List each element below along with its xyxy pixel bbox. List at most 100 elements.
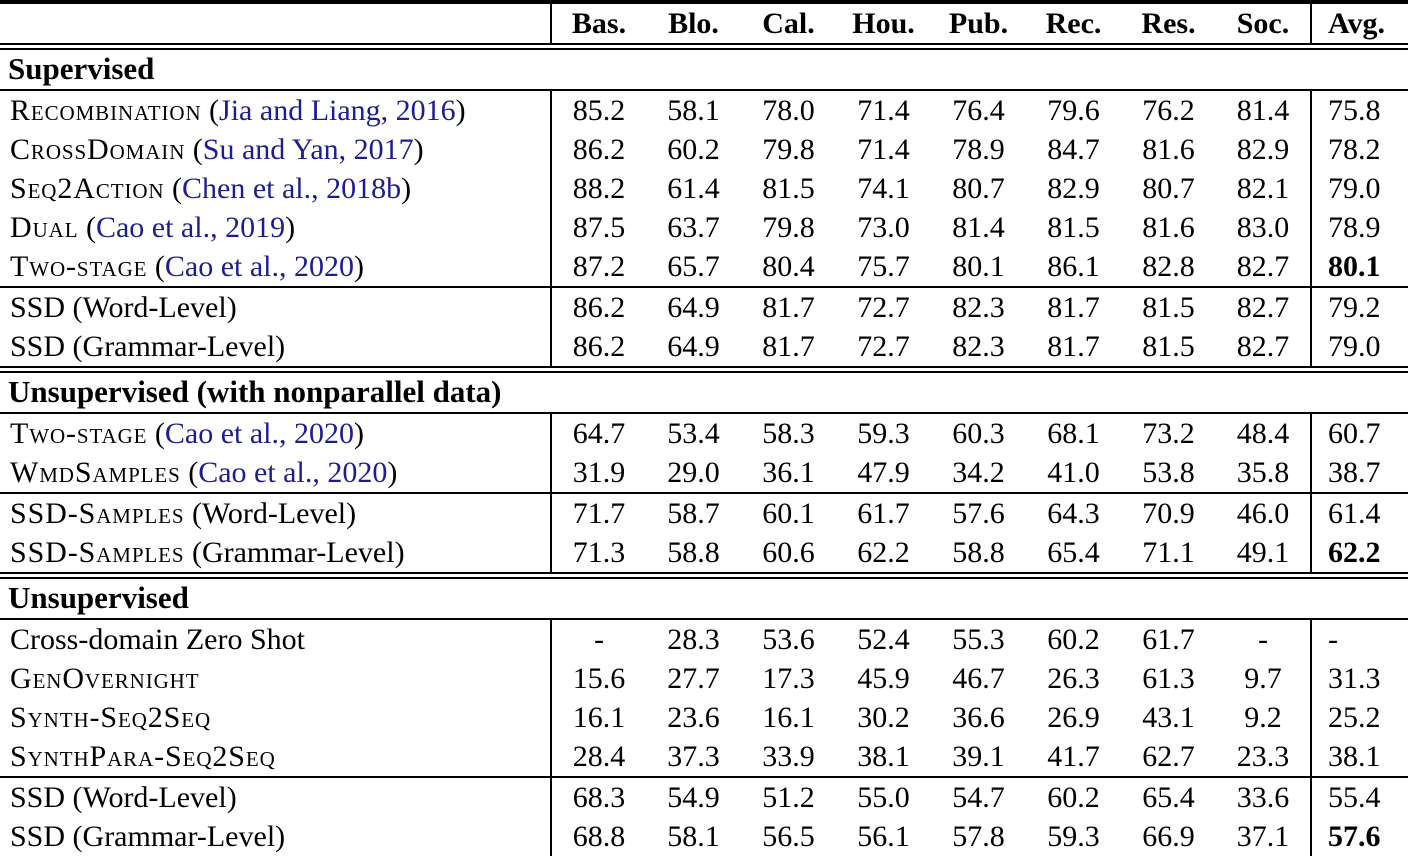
section-row: Unsupervised <box>0 572 1408 620</box>
metric-cell: 81.7 <box>762 329 815 363</box>
metric-cell: 72.7 <box>857 329 910 363</box>
citation-link[interactable]: Chen et al., 2018b <box>182 171 402 205</box>
metric-cell: 71.3 <box>550 533 646 576</box>
metric-cell: 61.3 <box>1142 661 1195 695</box>
metric-cell: 81.5 <box>1121 286 1216 327</box>
method-name: WmdSamples <box>10 455 181 489</box>
label-text: (Grammar-Level) <box>184 535 405 569</box>
label-text: ) <box>387 455 398 489</box>
metric-cell: 46.7 <box>952 661 1005 695</box>
column-header-hou: Hou. <box>836 2 931 50</box>
label-text: SSD (Grammar-Level) <box>10 819 286 853</box>
citation-link[interactable]: Cao et al., 2020 <box>164 249 355 283</box>
metric-cell: 33.6 <box>1216 776 1311 817</box>
metric-cell: 62.2 <box>857 535 910 569</box>
metric-cell: 61.4 <box>667 171 720 205</box>
label-text: ( <box>180 455 199 489</box>
table-row: Two-stage (Cao et al., 2020) 87.2 65.7 80.4… <box>0 247 1408 287</box>
avg-cell: 79.2 <box>1310 286 1408 327</box>
metric-cell: 31.9 <box>550 453 646 493</box>
metric-cell: 60.2 <box>1047 622 1100 656</box>
metric-cell: 28.4 <box>550 737 646 777</box>
metric-cell: 81.7 <box>1026 286 1121 327</box>
citation-link[interactable]: Cao et al., 2019 <box>95 210 286 244</box>
label-text: ( <box>78 210 96 244</box>
method-name: Dual <box>10 210 79 244</box>
method-label: GenOvernight <box>0 659 551 698</box>
label-text: ) <box>285 210 296 244</box>
metric-cell: 54.7 <box>931 776 1026 817</box>
metric-cell: 79.8 <box>762 132 815 166</box>
method-label: Seq2Action (Chen et al., 2018b) <box>0 169 551 208</box>
avg-cell: 79.0 <box>1310 169 1408 208</box>
metric-cell: 64.3 <box>1026 492 1121 533</box>
metric-cell: 70.9 <box>1121 492 1216 533</box>
method-label: Synth-Seq2Seq <box>0 698 551 737</box>
section-header: Unsupervised (with nonparallel data) <box>0 366 1408 414</box>
metric-cell: 71.1 <box>1142 535 1195 569</box>
metric-cell: 76.2 <box>1142 93 1195 127</box>
metric-cell: 23.6 <box>667 700 720 734</box>
metric-cell: 81.5 <box>1142 329 1195 363</box>
citation-link[interactable]: Cao et al., 2020 <box>164 416 355 450</box>
citation-link[interactable]: Su and Yan, 2017 <box>202 132 414 166</box>
metric-cell: 61.7 <box>836 492 931 533</box>
metric-cell: 27.7 <box>667 661 720 695</box>
metric-cell: 39.1 <box>952 739 1005 773</box>
metric-cell: 73.2 <box>1142 416 1195 450</box>
metric-cell: 59.3 <box>1047 819 1100 853</box>
metric-cell: 54.9 <box>646 776 741 817</box>
metric-cell: 53.6 <box>762 622 815 656</box>
metric-cell: 82.7 <box>1216 286 1311 327</box>
table-row: WmdSamples (Cao et al., 2020) 31.9 29.0 36.… <box>0 453 1408 493</box>
label-text: ( <box>164 171 183 205</box>
column-header-bas: Bas. <box>550 2 646 50</box>
metric-cell: 26.3 <box>1047 661 1100 695</box>
metric-cell: 71.7 <box>550 492 646 533</box>
avg-cell: 38.1 <box>1310 737 1408 777</box>
metric-cell: 86.1 <box>1047 249 1100 283</box>
column-header-avg: Avg. <box>1310 2 1408 50</box>
metric-cell: 53.4 <box>667 416 720 450</box>
citation-link[interactable]: Jia and Liang, 2016 <box>219 93 456 127</box>
metric-cell: 81.4 <box>1236 93 1290 127</box>
metric-cell: 45.9 <box>857 661 910 695</box>
metric-cell: 82.1 <box>1236 171 1290 205</box>
section-header: Supervised <box>0 43 1408 91</box>
metric-cell: 85.2 <box>550 90 646 130</box>
label-text: ( <box>147 416 165 450</box>
section-row: Supervised <box>0 43 1408 91</box>
method-name: SSD-Samples <box>10 535 185 569</box>
label-text: ) <box>401 171 412 205</box>
metric-cell: 71.4 <box>857 132 910 166</box>
table-row: GenOvernight 15.6 27.7 17.3 45.9 46.7 26.3 61.3… <box>0 659 1408 698</box>
label-text: Cross-domain Zero Shot <box>10 622 305 656</box>
avg-cell: 57.6 <box>1310 817 1408 856</box>
avg-cell: 60.7 <box>1310 413 1408 453</box>
metric-cell: 80.1 <box>952 249 1005 283</box>
metric-cell: 56.5 <box>762 819 815 853</box>
metric-cell: 59.3 <box>857 416 910 450</box>
method-name: Seq2Action <box>10 171 165 205</box>
metric-cell: 41.0 <box>1047 455 1100 489</box>
avg-cell: 25.2 <box>1310 698 1408 737</box>
metric-cell: 80.7 <box>952 171 1005 205</box>
metric-cell: 49.1 <box>1236 535 1290 569</box>
metric-cell: 36.6 <box>952 700 1005 734</box>
section-row: Unsupervised (with nonparallel data) <box>0 366 1408 414</box>
method-column-header <box>0 2 551 50</box>
metric-cell: 52.4 <box>857 622 910 656</box>
metric-cell: 80.7 <box>1142 171 1195 205</box>
metric-cell: 58.8 <box>667 535 720 569</box>
citation-link[interactable]: Cao et al., 2020 <box>198 455 388 489</box>
metric-cell: 82.9 <box>1236 132 1290 166</box>
metric-cell: 82.3 <box>952 329 1005 363</box>
metric-cell: 87.2 <box>550 247 646 287</box>
column-header-rec: Rec. <box>1026 2 1121 50</box>
metric-cell: 37.3 <box>667 739 720 773</box>
metric-cell: 61.7 <box>1142 622 1195 656</box>
metric-cell: 34.2 <box>952 455 1005 489</box>
method-label: WmdSamples (Cao et al., 2020) <box>0 453 551 493</box>
avg-cell: 78.9 <box>1310 208 1408 247</box>
table-row: SSD (Word-Level) 68.3 54.9 51.2 55.0 54.7 60.2… <box>0 776 1408 817</box>
